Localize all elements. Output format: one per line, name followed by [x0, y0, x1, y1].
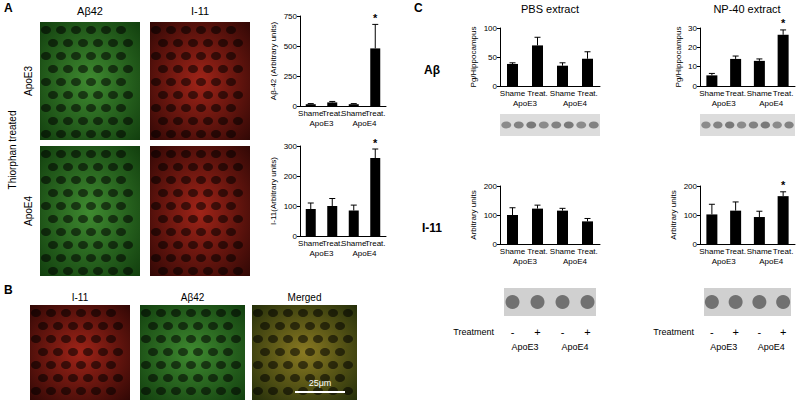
svg-text:Treatment: Treatment: [453, 327, 494, 337]
svg-text:-: -: [511, 326, 515, 338]
svg-text:ApoE4: ApoE4: [759, 257, 784, 266]
svg-text:ApoE3: ApoE3: [513, 257, 538, 266]
svg-text:*: *: [373, 137, 378, 149]
svg-text:0: 0: [293, 102, 298, 111]
svg-text:Treat.: Treat.: [773, 89, 794, 98]
svg-text:*: *: [781, 179, 786, 191]
svg-text:Merged: Merged: [288, 292, 322, 303]
svg-text:0: 0: [293, 232, 298, 241]
svg-text:250: 250: [284, 72, 298, 81]
svg-text:ApoE4: ApoE4: [758, 342, 785, 352]
svg-text:200: 200: [684, 182, 698, 191]
svg-text:Treat.: Treat.: [773, 247, 794, 256]
svg-text:0: 0: [693, 82, 698, 91]
svg-text:ApoE4: ApoE4: [352, 119, 377, 128]
svg-text:100: 100: [484, 211, 498, 220]
svg-text:300: 300: [284, 142, 298, 151]
svg-text:+: +: [534, 326, 540, 338]
svg-text:20: 20: [688, 43, 697, 52]
svg-text:ApoE4: ApoE4: [352, 249, 377, 258]
svg-text:500: 500: [284, 42, 298, 51]
svg-text:Aβ42: Aβ42: [77, 5, 103, 17]
svg-text:ApoE3: ApoE3: [309, 249, 334, 258]
svg-text:Shame: Shame: [699, 89, 725, 98]
svg-text:NP-40 extract: NP-40 extract: [713, 3, 780, 15]
svg-text:Shame: Shame: [298, 239, 324, 248]
svg-text:Treat.: Treat.: [365, 239, 386, 248]
svg-text:PBS extract: PBS extract: [521, 3, 579, 15]
svg-text:Treatment: Treatment: [653, 327, 694, 337]
svg-text:10: 10: [688, 62, 697, 71]
svg-text:Treat.: Treat.: [365, 109, 386, 118]
svg-text:-: -: [561, 326, 565, 338]
svg-text:ApoE3: ApoE3: [712, 99, 737, 108]
svg-text:30: 30: [688, 24, 697, 33]
svg-text:Treat.: Treat.: [527, 89, 548, 98]
svg-text:*: *: [781, 17, 786, 29]
svg-text:50: 50: [488, 53, 497, 62]
svg-text:Pg/Hippocampus: Pg/Hippocampus: [469, 27, 478, 88]
svg-text:750: 750: [284, 12, 298, 21]
svg-text:200: 200: [484, 182, 498, 191]
svg-text:ApoE4: ApoE4: [561, 342, 588, 352]
svg-text:-: -: [710, 326, 714, 338]
svg-text:I-11: I-11: [191, 5, 209, 17]
svg-text:Shame: Shame: [550, 89, 576, 98]
svg-text:Shame: Shame: [341, 109, 367, 118]
svg-text:I-11(Arbitrary units): I-11(Arbitrary units): [269, 157, 278, 225]
svg-text:Shame: Shame: [747, 89, 773, 98]
svg-text:Shame: Shame: [500, 247, 526, 256]
svg-text:*: *: [373, 12, 378, 24]
svg-text:Arbitrary units: Arbitrary units: [469, 190, 478, 239]
svg-text:ApoE4: ApoE4: [23, 196, 34, 226]
svg-text:Shame: Shame: [500, 89, 526, 98]
svg-text:Treat.: Treat.: [322, 109, 343, 118]
svg-text:ApoE3: ApoE3: [710, 342, 737, 352]
svg-text:200: 200: [284, 172, 298, 181]
svg-text:I-11: I-11: [72, 292, 89, 303]
svg-text:0: 0: [493, 82, 498, 91]
svg-text:+: +: [732, 326, 738, 338]
svg-text:Treat.: Treat.: [577, 247, 598, 256]
svg-text:ApoE3: ApoE3: [309, 119, 334, 128]
svg-text:Shame: Shame: [747, 247, 773, 256]
svg-text:100: 100: [284, 202, 298, 211]
svg-text:Treat.: Treat.: [725, 89, 746, 98]
svg-text:C: C: [414, 1, 423, 15]
svg-text:Pg/Hippocampus: Pg/Hippocampus: [674, 27, 683, 88]
svg-text:ApoE4: ApoE4: [563, 99, 588, 108]
svg-text:B: B: [4, 283, 13, 297]
svg-text:0: 0: [693, 240, 698, 249]
svg-text:+: +: [780, 326, 786, 338]
svg-text:-: -: [758, 326, 762, 338]
svg-text:Treat.: Treat.: [577, 89, 598, 98]
svg-text:Shame: Shame: [341, 239, 367, 248]
svg-text:Aβ42: Aβ42: [181, 292, 205, 303]
svg-text:Treat.: Treat.: [322, 239, 343, 248]
svg-text:Aβ-42 (Arbitrary units): Aβ-42 (Arbitrary units): [269, 21, 278, 100]
svg-text:+: +: [584, 326, 590, 338]
svg-text:ApoE3: ApoE3: [511, 342, 538, 352]
svg-text:Thiorphan treated: Thiorphan treated: [7, 111, 18, 190]
svg-text:100: 100: [484, 24, 498, 33]
svg-text:ApoE3: ApoE3: [712, 257, 737, 266]
svg-text:ApoE4: ApoE4: [759, 99, 784, 108]
svg-text:A: A: [4, 1, 13, 15]
svg-text:25μm: 25μm: [309, 378, 332, 388]
svg-text:ApoE3: ApoE3: [23, 66, 34, 96]
svg-text:Arbitrary units: Arbitrary units: [669, 190, 678, 239]
svg-text:I-11: I-11: [422, 221, 442, 235]
svg-text:Shame: Shame: [699, 247, 725, 256]
svg-text:Aβ: Aβ: [424, 63, 440, 77]
svg-text:0: 0: [493, 240, 498, 249]
svg-text:Shame: Shame: [550, 247, 576, 256]
svg-text:Shame: Shame: [298, 109, 324, 118]
svg-text:Treat.: Treat.: [527, 247, 548, 256]
svg-text:100: 100: [684, 211, 698, 220]
svg-text:Treat.: Treat.: [725, 247, 746, 256]
svg-text:ApoE4: ApoE4: [563, 257, 588, 266]
svg-text:ApoE3: ApoE3: [513, 99, 538, 108]
